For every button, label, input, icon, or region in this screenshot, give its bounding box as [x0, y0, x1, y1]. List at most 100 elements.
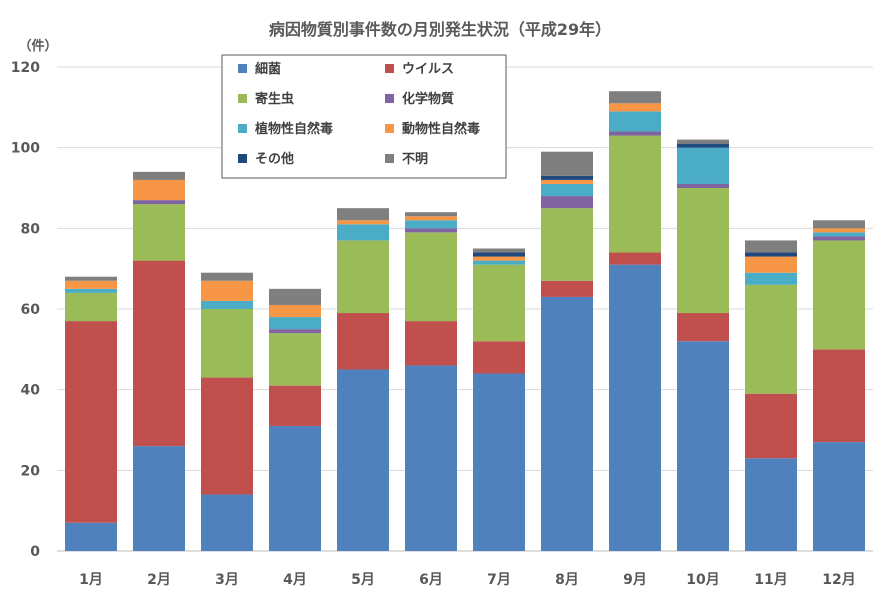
- bar-segment: [133, 260, 185, 447]
- legend-box: [221, 54, 507, 179]
- bar-segment: [201, 309, 253, 378]
- bar-segment: [269, 329, 321, 334]
- bar-segment: [269, 385, 321, 426]
- x-tick-label: 10月: [686, 572, 719, 588]
- bar-segment: [269, 317, 321, 330]
- bar-segment: [133, 200, 185, 205]
- bars: [65, 91, 865, 551]
- bar-segment: [541, 196, 593, 209]
- y-tick-label: 120: [11, 60, 40, 76]
- bar-segment: [541, 208, 593, 281]
- bar-segment: [405, 321, 457, 366]
- y-axis-unit-label: （件）: [18, 38, 57, 54]
- bar-segment: [541, 175, 593, 180]
- chart-title: 病因物質別事件数の月別発生状況（平成29年）: [269, 20, 611, 39]
- bar-segment: [745, 393, 797, 459]
- bar-segment: [65, 288, 117, 293]
- bar-segment: [745, 252, 797, 257]
- bar-segment: [813, 232, 865, 237]
- x-tick-label: 2月: [147, 572, 171, 588]
- legend-label: 不明: [402, 152, 428, 167]
- bar-segment: [405, 212, 457, 217]
- bar-segment: [337, 224, 389, 241]
- bar-segment: [813, 240, 865, 350]
- bar-segment: [609, 131, 661, 136]
- legend-label: その他: [255, 151, 294, 167]
- bar-segment: [541, 151, 593, 176]
- bar-segment: [473, 252, 525, 257]
- legend-swatch: [238, 154, 247, 163]
- bar-segment: [677, 147, 729, 184]
- y-tick-label: 20: [21, 463, 41, 479]
- bar-segment: [541, 179, 593, 184]
- bar-segment: [269, 425, 321, 551]
- bar-segment: [65, 321, 117, 523]
- bar-segment: [473, 260, 525, 265]
- bar-segment: [609, 264, 661, 551]
- legend-label: 寄生虫: [255, 91, 294, 107]
- bar-segment: [813, 220, 865, 229]
- bar-segment: [337, 208, 389, 221]
- x-tick-label: 1月: [79, 572, 103, 588]
- bar-segment: [745, 240, 797, 253]
- y-tick-label: 0: [30, 544, 40, 560]
- bar-segment: [677, 188, 729, 314]
- bar-segment: [677, 183, 729, 188]
- bar-segment: [201, 280, 253, 301]
- legend-label: 化学物質: [402, 91, 454, 107]
- bar-segment: [609, 252, 661, 265]
- bar-segment: [405, 365, 457, 551]
- bar-segment: [405, 228, 457, 233]
- bar-segment: [813, 349, 865, 443]
- bar-segment: [337, 220, 389, 225]
- bar-segment: [541, 183, 593, 197]
- bar-segment: [133, 171, 185, 180]
- bar-segment: [473, 248, 525, 253]
- bar-segment: [609, 111, 661, 132]
- bar-segment: [609, 91, 661, 104]
- y-tick-label: 80: [21, 221, 41, 237]
- bar-segment: [813, 442, 865, 551]
- bar-segment: [541, 296, 593, 551]
- legend-label: 動物性自然毒: [402, 121, 480, 137]
- x-axis-ticks: 1月 2月 3月 4月 5月 6月 7月 8月 9月 10月 11月 12月: [79, 572, 856, 588]
- bar-segment: [405, 216, 457, 221]
- bar-segment: [677, 313, 729, 342]
- bar-segment: [337, 369, 389, 551]
- bar-segment: [65, 292, 117, 322]
- bar-segment: [473, 341, 525, 374]
- legend-label: ウイルス: [402, 62, 454, 77]
- legend-swatch: [238, 64, 247, 73]
- bar-segment: [541, 280, 593, 297]
- bar-segment: [269, 333, 321, 386]
- bar-segment: [677, 139, 729, 144]
- bar-segment: [65, 522, 117, 551]
- x-tick-label: 12月: [822, 572, 855, 588]
- bar-segment: [201, 377, 253, 495]
- x-tick-label: 3月: [215, 572, 239, 588]
- bar-segment: [745, 284, 797, 394]
- bar-segment: [201, 300, 253, 309]
- x-tick-label: 5月: [351, 572, 375, 588]
- legend-swatch: [385, 154, 394, 163]
- bar-segment: [405, 220, 457, 229]
- bar-segment: [133, 446, 185, 551]
- bar-segment: [745, 256, 797, 273]
- bar-segment: [813, 236, 865, 241]
- bar-segment: [609, 103, 661, 112]
- x-tick-label: 4月: [283, 572, 307, 588]
- bar-segment: [269, 304, 321, 318]
- legend-swatch: [238, 124, 247, 133]
- bar-segment: [133, 179, 185, 201]
- bar-segment: [745, 272, 797, 285]
- legend-label: 細菌: [255, 61, 281, 77]
- y-tick-label: 60: [21, 302, 41, 318]
- bar-segment: [813, 228, 865, 233]
- bar-segment: [405, 232, 457, 322]
- x-tick-label: 7月: [487, 572, 511, 588]
- bar-segment: [677, 143, 729, 148]
- bar-segment: [201, 494, 253, 551]
- y-axis-ticks: 0 20 40 60 80 100 120: [11, 60, 40, 560]
